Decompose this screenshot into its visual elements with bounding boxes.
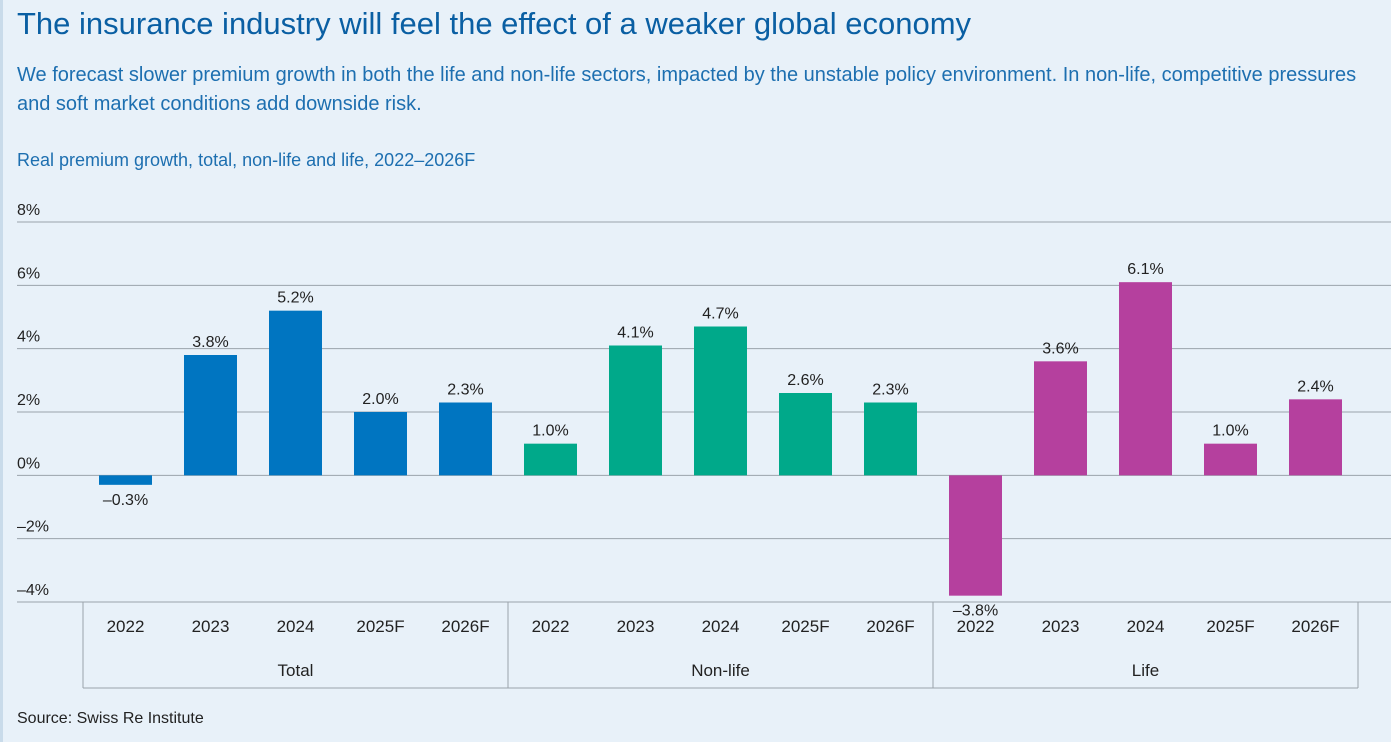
bar — [439, 402, 492, 476]
x-tick-label: 2025F — [356, 617, 404, 636]
data-label: 1.0% — [1212, 423, 1248, 440]
bar — [779, 393, 832, 476]
bar — [1119, 282, 1172, 476]
bar — [1034, 361, 1087, 476]
data-label: –0.3% — [103, 492, 148, 509]
data-label: 2.0% — [362, 391, 398, 408]
chart-title: Real premium growth, total, non-life and… — [17, 150, 476, 170]
y-tick-label: –2% — [17, 519, 49, 536]
data-label: 4.1% — [617, 325, 653, 342]
x-tick-label: 2026F — [441, 617, 489, 636]
x-tick-label: 2023 — [192, 617, 230, 636]
x-tick-label: 2023 — [617, 617, 655, 636]
data-label: 2.3% — [872, 382, 908, 399]
x-tick-label: 2025F — [1206, 617, 1254, 636]
bar — [609, 345, 662, 476]
data-label: 4.7% — [702, 306, 738, 323]
bar — [524, 443, 577, 476]
y-tick-label: –4% — [17, 582, 49, 599]
x-tick-label: 2025F — [781, 617, 829, 636]
x-tick-label: 2024 — [277, 617, 315, 636]
group-label: Total — [278, 661, 314, 680]
y-tick-label: 4% — [17, 329, 40, 346]
bar — [1204, 443, 1257, 476]
data-label: 6.1% — [1127, 261, 1163, 278]
x-tick-label: 2024 — [1127, 617, 1165, 636]
x-tick-label: 2026F — [866, 617, 914, 636]
bar — [354, 412, 407, 476]
y-tick-label: 2% — [17, 392, 40, 409]
data-label: 2.4% — [1297, 378, 1333, 395]
data-label: 3.8% — [192, 334, 228, 351]
group-label: Non-life — [691, 661, 750, 680]
group-label: Life — [1132, 661, 1159, 680]
bar — [1289, 399, 1342, 476]
source-note: Source: Swiss Re Institute — [17, 710, 204, 727]
data-label: 5.2% — [277, 290, 313, 307]
data-label: –3.8% — [953, 603, 998, 620]
bar — [269, 310, 322, 476]
bar — [694, 326, 747, 476]
bar — [864, 402, 917, 476]
data-label: 1.0% — [532, 423, 568, 440]
y-tick-label: 8% — [17, 202, 40, 219]
x-tick-label: 2022 — [957, 617, 995, 636]
x-tick-label: 2023 — [1042, 617, 1080, 636]
bar — [949, 475, 1002, 596]
data-label: 3.6% — [1042, 340, 1078, 357]
left-accent-rule — [0, 0, 3, 742]
x-tick-label: 2026F — [1291, 617, 1339, 636]
x-tick-label: 2024 — [702, 617, 740, 636]
page-subtitle: We forecast slower premium growth in bot… — [17, 64, 1357, 115]
data-label: 2.6% — [787, 372, 823, 389]
bar — [99, 475, 152, 485]
data-label: 2.3% — [447, 382, 483, 399]
y-tick-label: 6% — [17, 265, 40, 282]
bar — [184, 355, 237, 476]
x-tick-label: 2022 — [532, 617, 570, 636]
y-tick-label: 0% — [17, 455, 40, 472]
x-tick-label: 2022 — [107, 617, 145, 636]
page-title: The insurance industry will feel the eff… — [17, 6, 972, 41]
